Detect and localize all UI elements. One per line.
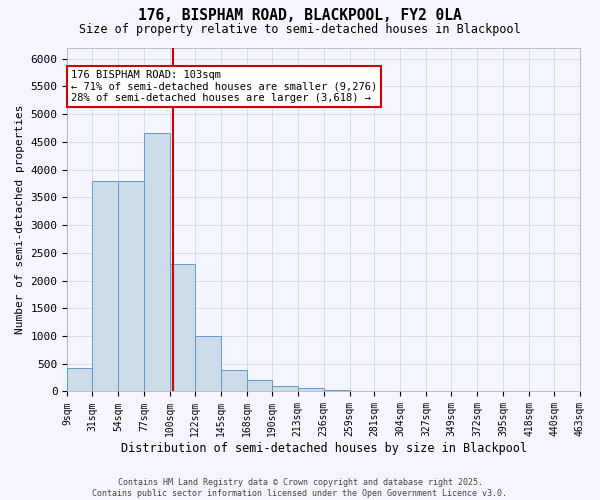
Text: 176, BISPHAM ROAD, BLACKPOOL, FY2 0LA: 176, BISPHAM ROAD, BLACKPOOL, FY2 0LA xyxy=(138,8,462,22)
Bar xyxy=(247,380,272,392)
Bar xyxy=(144,134,170,392)
Bar xyxy=(221,370,247,392)
Text: Contains HM Land Registry data © Crown copyright and database right 2025.
Contai: Contains HM Land Registry data © Crown c… xyxy=(92,478,508,498)
Text: Size of property relative to semi-detached houses in Blackpool: Size of property relative to semi-detach… xyxy=(79,22,521,36)
Bar xyxy=(92,180,118,392)
Text: 176 BISPHAM ROAD: 103sqm
← 71% of semi-detached houses are smaller (9,276)
28% o: 176 BISPHAM ROAD: 103sqm ← 71% of semi-d… xyxy=(71,70,377,103)
Bar xyxy=(323,390,350,392)
X-axis label: Distribution of semi-detached houses by size in Blackpool: Distribution of semi-detached houses by … xyxy=(121,442,527,455)
Bar xyxy=(67,368,92,392)
Bar xyxy=(298,388,323,392)
Bar xyxy=(170,264,195,392)
Bar xyxy=(350,391,374,392)
Bar xyxy=(272,386,298,392)
Y-axis label: Number of semi-detached properties: Number of semi-detached properties xyxy=(15,104,25,334)
Bar xyxy=(118,180,144,392)
Bar xyxy=(195,336,221,392)
